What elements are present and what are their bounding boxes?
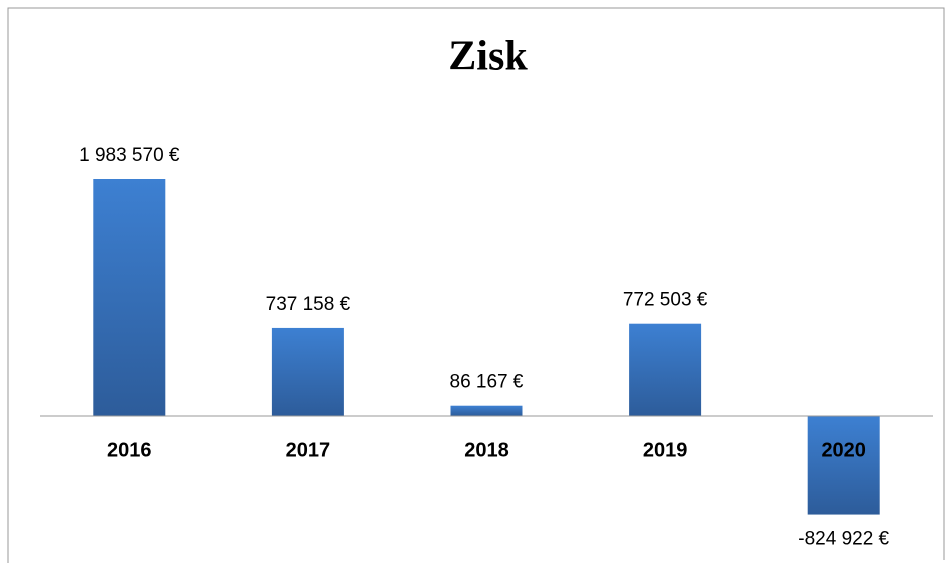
bar [93,179,166,416]
bar [629,323,702,416]
x-tick-label: 2019 [643,439,688,461]
bar [450,405,523,416]
chart-title: Zisk [448,34,528,80]
x-tick-label: 2020 [821,439,866,461]
chart-frame [7,7,945,563]
data-label: -824 922 € [798,529,889,550]
x-tick-label: 2016 [107,439,152,461]
data-label: 1 983 570 € [79,145,180,166]
x-tick-label: 2018 [464,439,509,461]
x-tick-label: 2017 [286,439,331,461]
data-label: 86 167 € [450,372,524,393]
bar [807,416,880,515]
bar [271,327,344,416]
data-label: 737 158 € [266,294,351,315]
data-label: 772 503 € [623,290,708,311]
